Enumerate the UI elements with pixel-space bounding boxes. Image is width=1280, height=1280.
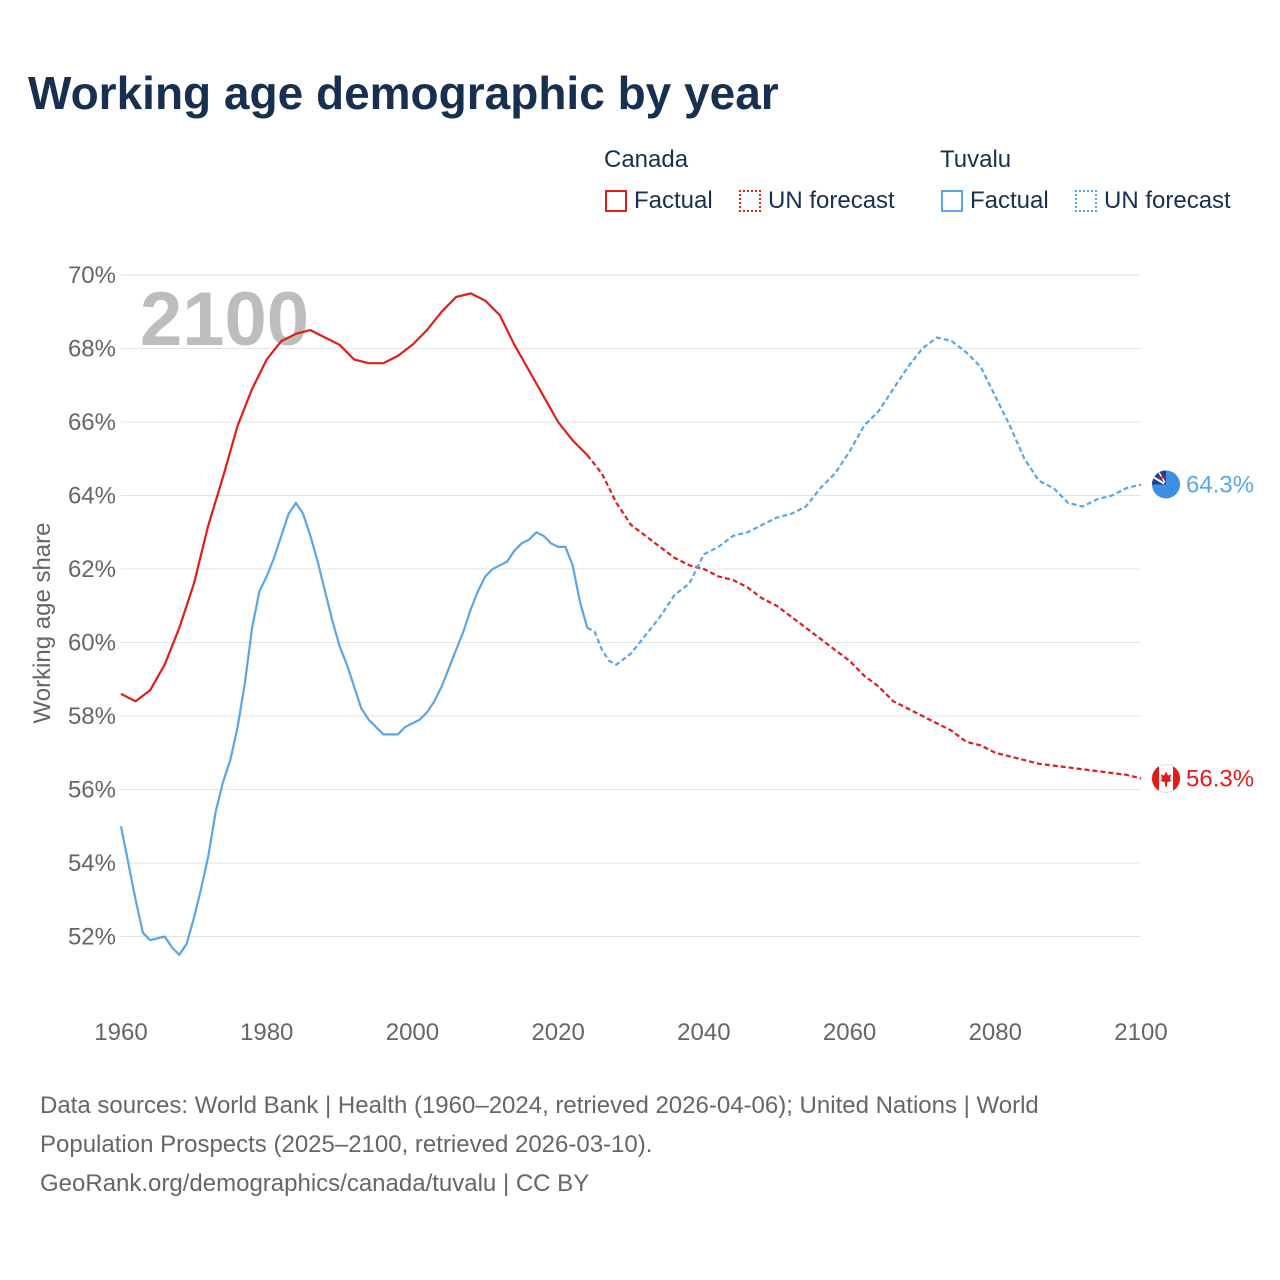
chart-title: Working age demographic by year [28,67,779,119]
y-tick-label-54: 54% [68,850,116,877]
legend-item-tuvalu-forecast[interactable]: UN forecast [1075,186,1231,216]
x-tick-label-2060: 2060 [823,1019,876,1046]
legend-label-tuvalu-factual: Factual [970,187,1049,214]
y-tick-label-60: 60% [68,630,116,657]
y-tick-label-58: 58% [68,703,116,730]
legend-item-canada-factual[interactable]: Factual [605,186,713,216]
x-tick-label-2040: 2040 [677,1019,730,1046]
y-tick-label-56: 56% [68,777,116,804]
y-tick-label-70: 70% [68,262,116,289]
legend-swatch-tuvalu-factual [941,190,963,212]
x-tick-label-2020: 2020 [531,1019,584,1046]
legend-swatch-canada-forecast [739,190,761,212]
y-tick-label-62: 62% [68,556,116,583]
series-line-tuvalu-forecast [586,336,1142,666]
end-marker-layer: 56.3% 64.3% [1151,470,1254,793]
tuvalu-flag-icon [1152,470,1180,499]
series-layer [119,292,1142,956]
canada-flag-band-right [1173,766,1180,791]
y-axis-label: Working age share [29,523,56,724]
year-watermark: 2100 [140,277,309,362]
x-tick-label-1960: 1960 [94,1019,147,1046]
y-tick-label-52: 52% [68,924,116,951]
source-note: Data sources: World Bank | Health (1960–… [40,1086,1220,1203]
legend-label-canada-factual: Factual [634,187,713,214]
end-label-canada: 56.3% [1186,765,1254,792]
source-line-3[interactable]: GeoRank.org/demographics/canada/tuvalu |… [40,1170,590,1197]
legend-swatch-canada-factual [605,190,627,212]
y-tick-label-64: 64% [68,483,116,510]
canada-flag-band-left [1152,766,1159,791]
series-line-canada-forecast [586,454,1142,780]
legend-title-canada: Canada [604,146,689,173]
source-line-1: Data sources: World Bank | Health (1960–… [40,1092,1039,1119]
legend-swatch-tuvalu-forecast [1075,190,1097,212]
y-tick-label-66: 66% [68,409,116,436]
legend-item-tuvalu-factual[interactable]: Factual [941,186,1049,216]
grid-layer: 52% 54% 56% 58% 60% 62% 64% 66% 68% 70% 1960 1980 20… [68,262,1168,1046]
y-tick-label-68: 68% [68,336,116,363]
series-line-canada-factual [120,292,589,703]
legend-label-tuvalu-forecast: UN forecast [1104,187,1231,214]
legend-title-tuvalu: Tuvalu [940,146,1012,173]
legend-label-canada-forecast: UN forecast [768,187,895,214]
source-line-2: Population Prospects (2025–2100, retriev… [40,1131,653,1158]
maple-leaf-icon [1160,771,1172,787]
canada-flag-icon [1151,763,1181,793]
tuvalu-flag-cross-1 [1153,476,1165,485]
series-line-tuvalu-factual [119,501,589,956]
x-tick-label-2080: 2080 [969,1019,1022,1046]
x-tick-label-1980: 1980 [240,1019,293,1046]
end-label-tuvalu: 64.3% [1186,471,1254,498]
legend-item-canada-forecast[interactable]: UN forecast [739,186,895,216]
x-tick-label-2000: 2000 [386,1019,439,1046]
x-tick-label-2100: 2100 [1114,1019,1167,1046]
